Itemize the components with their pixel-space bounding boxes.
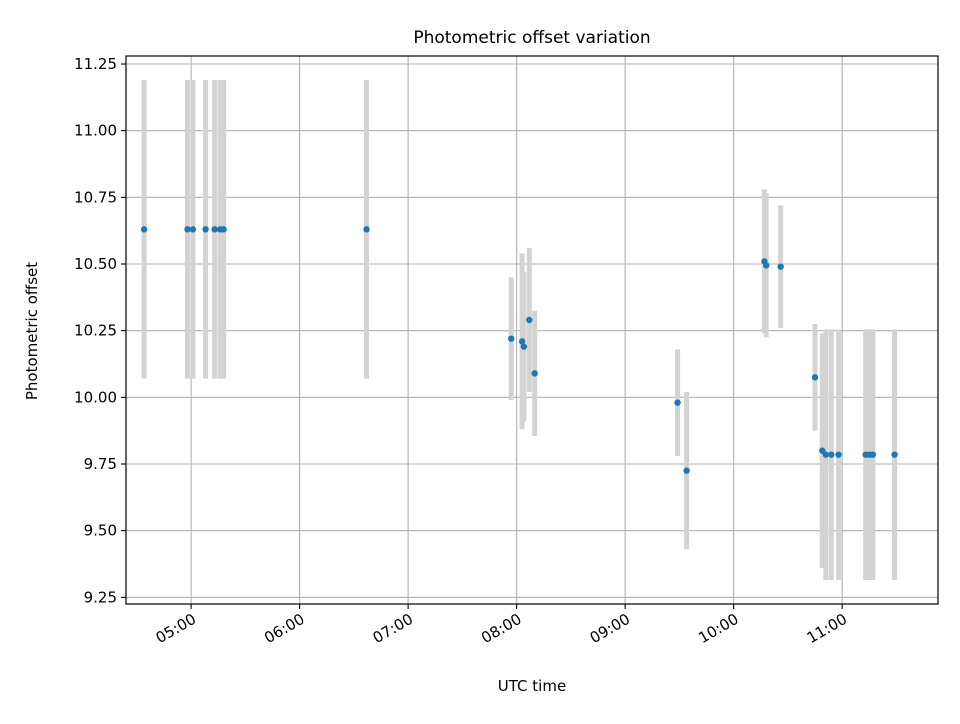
data-point bbox=[828, 451, 835, 458]
data-point bbox=[777, 263, 784, 270]
plot-frame bbox=[125, 55, 939, 605]
y-tick-label: 10.00 bbox=[74, 388, 117, 406]
data-point bbox=[518, 338, 526, 345]
y-tick-label: 10.25 bbox=[74, 322, 117, 340]
data-point bbox=[683, 467, 690, 474]
y-axis-ticks: 9.25 9.50 9.75 10.00 10.25 10.50 10.75 11.00 11.… bbox=[74, 55, 126, 606]
x-tick-label: 10:00 bbox=[695, 610, 741, 647]
data-point bbox=[762, 262, 770, 269]
x-tick-label: 11:00 bbox=[804, 610, 850, 647]
y-tick-label: 11.00 bbox=[74, 122, 117, 140]
data-point bbox=[189, 226, 197, 233]
y-axis-label: Photometric offset bbox=[23, 262, 41, 400]
data-point bbox=[184, 226, 191, 233]
y-tick-label: 10.50 bbox=[74, 255, 117, 273]
data-point bbox=[526, 316, 533, 324]
chart-title: Photometric offset variation bbox=[413, 28, 650, 48]
x-axis-ticks: 05:00 06:00 07:00 08:00 09:00 10:00 11:00 bbox=[153, 604, 850, 647]
x-tick-label: 07:00 bbox=[370, 610, 416, 647]
y-tick-label: 9.50 bbox=[84, 522, 117, 540]
data-point bbox=[520, 343, 528, 350]
data-point bbox=[508, 335, 515, 342]
x-tick-label: 08:00 bbox=[478, 610, 524, 647]
data-point bbox=[531, 370, 538, 377]
data-point bbox=[869, 451, 877, 458]
data-point bbox=[202, 226, 209, 233]
x-tick-label: 09:00 bbox=[587, 610, 633, 647]
data-point bbox=[140, 226, 148, 233]
data-point bbox=[835, 451, 842, 458]
y-tick-label: 9.75 bbox=[84, 455, 117, 473]
data-point bbox=[822, 451, 830, 458]
y-tick-label: 11.25 bbox=[74, 55, 117, 73]
data-point bbox=[220, 226, 227, 233]
data-point bbox=[674, 399, 681, 406]
data-point bbox=[363, 226, 370, 233]
x-axis-label: UTC time bbox=[498, 677, 566, 695]
grid bbox=[126, 56, 938, 604]
error-bars bbox=[141, 80, 898, 580]
data-point bbox=[811, 374, 819, 381]
x-tick-label: 06:00 bbox=[261, 610, 307, 647]
data-point bbox=[891, 451, 898, 458]
data-point bbox=[211, 226, 218, 233]
data-points bbox=[140, 226, 898, 474]
y-tick-label: 10.75 bbox=[74, 188, 117, 206]
y-tick-label: 9.25 bbox=[84, 588, 117, 606]
x-tick-label: 05:00 bbox=[153, 610, 199, 647]
